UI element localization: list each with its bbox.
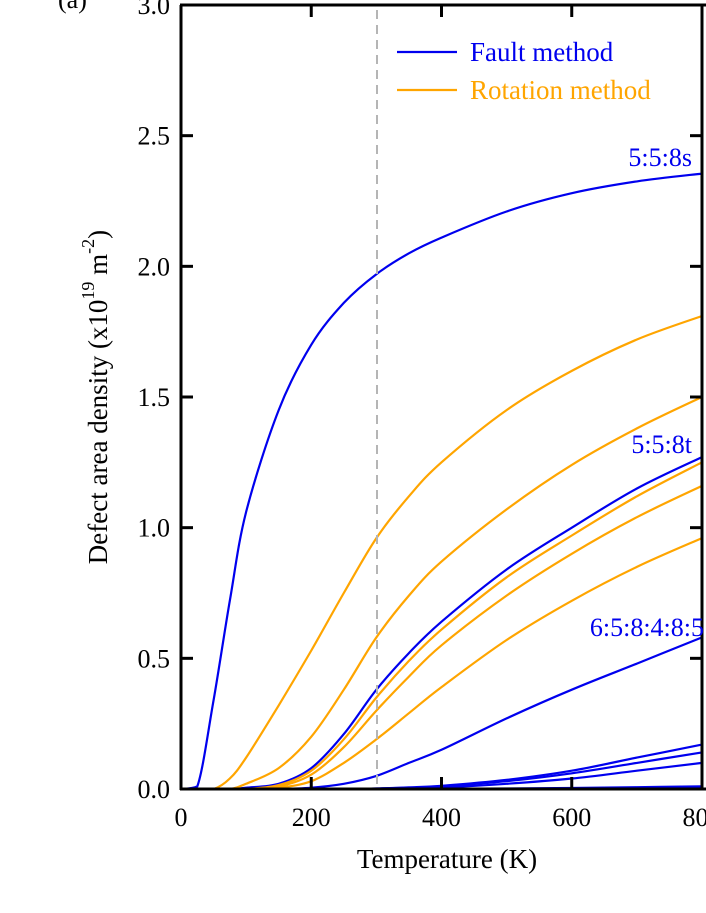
x-tick-label: 0 — [175, 803, 188, 832]
rotation-series-line-8 — [180, 396, 703, 791]
x-tick-label: 200 — [292, 803, 331, 832]
x-axis-label: Temperature (K) — [357, 844, 537, 874]
fault-series-line-2 — [180, 636, 703, 791]
annotation-558s: 5:5:8s — [628, 143, 692, 172]
y-tick-label: 2.0 — [138, 252, 171, 281]
annotation-558t: 5:5:8t — [631, 430, 692, 459]
y-tick-label: 0.0 — [138, 775, 171, 804]
y-tick-label: 1.0 — [138, 514, 171, 543]
y-tick-label: 1.5 — [138, 383, 171, 412]
axes — [179, 3, 706, 791]
annotation-658485: 6:5:8:4:8:5 — [590, 613, 704, 642]
panel-label: (a) — [58, 0, 87, 14]
y-tick-label: 0.5 — [138, 644, 171, 673]
legend-label-fault: Fault method — [470, 37, 614, 67]
y-tick-label: 3.0 — [138, 0, 171, 20]
y-axis-label: Defect area density (x1019 m-2) — [78, 230, 113, 564]
x-tick-label: 400 — [422, 803, 461, 832]
ticks: 0 200 400 600 800 0.0 0.5 1.0 1.5 2.0 2.5 3.0 — [138, 0, 706, 832]
rotation-series-line-11 — [180, 537, 703, 791]
x-tick-label: 600 — [552, 803, 591, 832]
fault-series-line-0 — [180, 172, 703, 791]
x-tick-label: 800 — [683, 803, 706, 832]
rotation-series-line-7 — [180, 314, 703, 791]
y-tick-label: 2.5 — [138, 122, 171, 151]
curves — [180, 172, 703, 791]
legend: Fault method Rotation method — [397, 37, 651, 105]
legend-label-rotation: Rotation method — [470, 75, 651, 105]
